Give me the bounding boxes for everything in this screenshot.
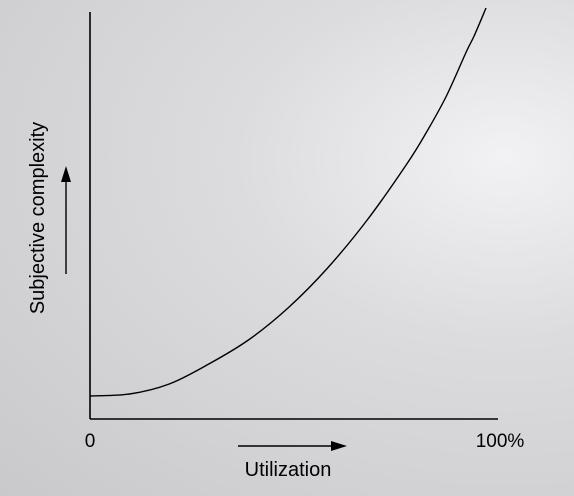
x-axis-title: Utilization: [245, 459, 332, 481]
y-axis-arrow-head: [61, 166, 71, 182]
x-tick-label-end: 100%: [476, 431, 525, 452]
x-tick-label-start: 0: [85, 431, 96, 452]
y-axis-title: Subjective complexity: [27, 122, 49, 314]
series-layer: [89, 7, 487, 397]
x-axis-arrow-head: [331, 441, 347, 451]
series-line-0: [89, 7, 487, 397]
